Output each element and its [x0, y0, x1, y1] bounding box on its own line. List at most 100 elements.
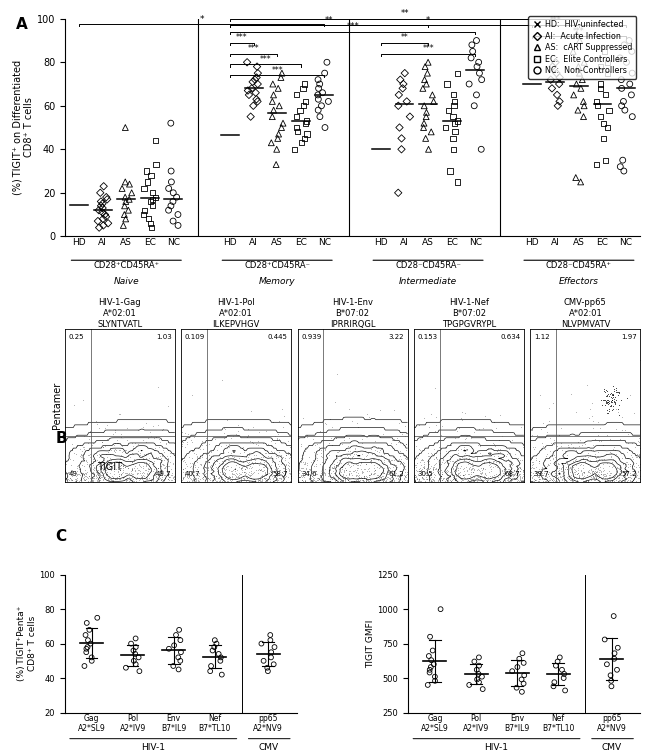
Point: [339, 433, 349, 445]
Point: [450, 117, 460, 129]
Point: [423, 442, 434, 454]
Point: [261, 446, 272, 458]
Point: [220, 423, 230, 435]
Point: [533, 475, 543, 487]
Point: [105, 442, 115, 454]
Point: [240, 461, 251, 473]
Point: [70, 472, 81, 484]
Point: [372, 461, 383, 473]
Point: [86, 655, 97, 667]
Point: [393, 455, 403, 467]
Point: [93, 466, 103, 478]
Point: [512, 459, 523, 471]
Point: [135, 465, 145, 477]
Point: [234, 461, 244, 473]
Point: [227, 464, 238, 476]
Text: ***: ***: [236, 33, 248, 42]
Point: [488, 473, 498, 485]
Point: [597, 454, 608, 466]
Text: TIGIT: TIGIT: [98, 461, 122, 472]
Point: [354, 474, 365, 486]
Point: [200, 468, 211, 480]
Point: [117, 440, 127, 452]
Point: [454, 469, 465, 481]
Point: [519, 435, 529, 447]
Point: [261, 446, 271, 458]
Point: [74, 209, 85, 220]
Text: Naive: Naive: [114, 277, 139, 286]
Point: [398, 463, 408, 475]
Point: [543, 458, 553, 470]
Point: [574, 472, 584, 484]
Point: [361, 470, 372, 482]
Point: [246, 454, 256, 466]
Point: [582, 469, 592, 481]
Point: [606, 396, 616, 408]
Point: [460, 472, 470, 484]
Point: [300, 442, 311, 454]
Point: [215, 655, 226, 667]
Point: [75, 443, 86, 455]
Point: [70, 475, 81, 487]
Point: [379, 472, 389, 484]
Point: [224, 441, 235, 453]
Point: [131, 632, 141, 644]
Point: [514, 469, 524, 481]
Point: [379, 454, 389, 466]
Point: [592, 95, 602, 107]
Point: [180, 432, 190, 444]
Point: [463, 474, 474, 486]
Point: [621, 476, 632, 488]
Point: [382, 462, 392, 474]
Point: [311, 446, 321, 458]
Point: [429, 459, 439, 471]
Point: [492, 461, 502, 473]
Point: [304, 472, 314, 484]
Point: [125, 472, 136, 484]
Point: [132, 467, 142, 479]
Point: [252, 435, 263, 447]
Point: [592, 465, 602, 477]
Point: [239, 459, 249, 471]
Point: [93, 475, 103, 487]
Point: [320, 466, 330, 478]
Point: [184, 465, 194, 477]
Point: [436, 459, 446, 471]
Point: [471, 472, 481, 484]
Point: [624, 471, 634, 483]
Point: [79, 472, 89, 484]
Point: [242, 457, 252, 469]
Point: [603, 396, 613, 408]
Point: [595, 475, 605, 487]
Point: [129, 455, 139, 467]
Point: [173, 220, 183, 232]
Point: [188, 472, 198, 484]
Point: [491, 422, 501, 434]
Point: [590, 474, 601, 486]
Point: [283, 436, 293, 448]
Point: [274, 100, 285, 112]
Point: [62, 467, 72, 479]
Point: [436, 464, 447, 476]
Point: [377, 472, 387, 484]
Point: [136, 467, 147, 479]
Point: [543, 468, 554, 480]
Point: [68, 194, 79, 206]
Point: [603, 56, 613, 68]
Point: [353, 470, 363, 482]
Point: [127, 474, 137, 486]
Point: [88, 460, 99, 472]
Point: [372, 150, 383, 162]
Point: [571, 455, 582, 467]
Point: [141, 165, 151, 177]
Point: [131, 641, 141, 653]
Point: [221, 439, 231, 451]
Point: [72, 472, 83, 484]
Point: [378, 466, 389, 478]
Point: [168, 196, 178, 208]
Point: [73, 217, 84, 229]
Point: [500, 467, 511, 479]
Point: [591, 462, 601, 474]
Point: [421, 475, 431, 487]
Point: [149, 463, 159, 475]
